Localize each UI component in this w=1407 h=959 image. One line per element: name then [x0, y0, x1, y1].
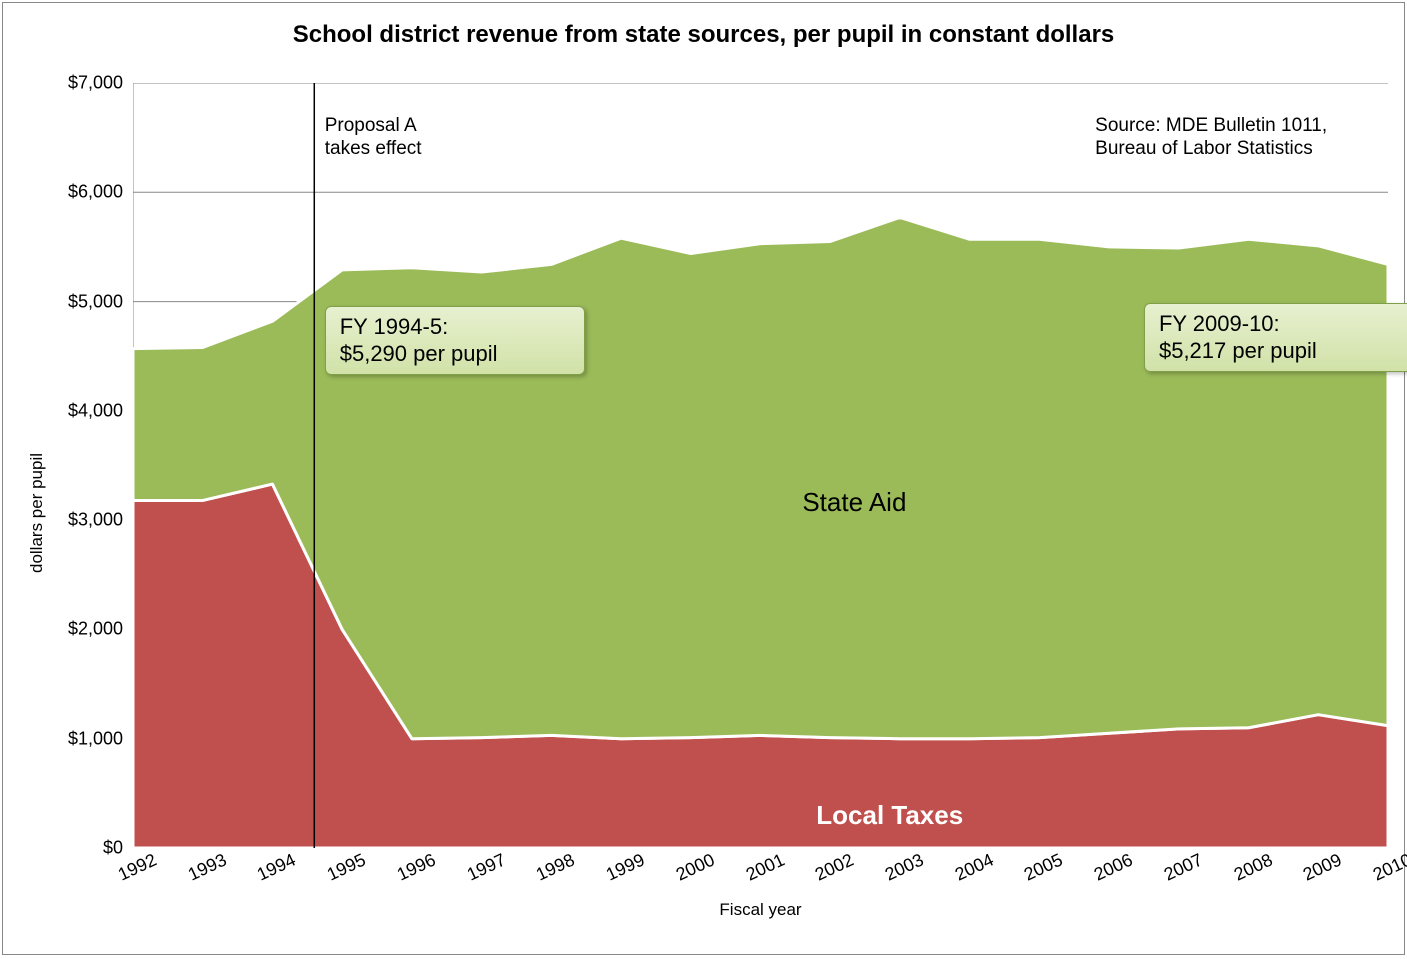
- x-tick-label: 2000: [673, 850, 718, 886]
- x-axis-label: Fiscal year: [133, 900, 1388, 920]
- y-tick-label: $2,000: [3, 619, 123, 640]
- chart-frame: School district revenue from state sourc…: [2, 2, 1405, 955]
- x-tick-label: 2008: [1230, 850, 1275, 886]
- chart-title: School district revenue from state sourc…: [3, 21, 1404, 49]
- y-tick-label: $5,000: [3, 291, 123, 312]
- x-tick-label: 1999: [603, 850, 648, 886]
- y-tick-label: $4,000: [3, 400, 123, 421]
- callout-1: FY 2009-10:$5,217 per pupil: [1144, 303, 1407, 372]
- x-tick-label: 2009: [1300, 850, 1345, 886]
- x-tick-label: 1998: [533, 850, 578, 886]
- x-tick-label: 2007: [1161, 850, 1206, 886]
- plot-area: [133, 83, 1388, 848]
- x-tick-label: 1996: [394, 850, 439, 886]
- plot-svg: [133, 83, 1388, 848]
- x-tick-label: 2002: [812, 850, 857, 886]
- callout-0: FY 1994-5:$5,290 per pupil: [325, 306, 585, 375]
- proposal-a-label: Proposal Atakes effect: [325, 114, 422, 162]
- x-tick-label: 2003: [882, 850, 927, 886]
- x-tick-label: 1995: [324, 850, 369, 886]
- series-label-state-aid: State Aid: [802, 487, 906, 518]
- x-tick-label: 1997: [463, 850, 508, 886]
- x-tick-label: 2004: [952, 850, 997, 886]
- y-tick-label: $3,000: [3, 510, 123, 531]
- y-axis-label: dollars per pupil: [27, 453, 47, 573]
- y-tick-label: $1,000: [3, 728, 123, 749]
- x-tick-label: 1993: [185, 850, 230, 886]
- series-label-local-taxes: Local Taxes: [816, 800, 963, 831]
- x-tick-label: 2005: [1021, 850, 1066, 886]
- y-tick-label: $6,000: [3, 182, 123, 203]
- x-tick-label: 2006: [1091, 850, 1136, 886]
- x-tick-label: 2001: [742, 850, 787, 886]
- y-tick-label: $0: [3, 838, 123, 859]
- x-tick-label: 1994: [254, 850, 299, 886]
- x-tick-label: 2010: [1370, 850, 1407, 886]
- y-tick-label: $7,000: [3, 73, 123, 94]
- source-note: Source: MDE Bulletin 1011,Bureau of Labo…: [1095, 114, 1327, 162]
